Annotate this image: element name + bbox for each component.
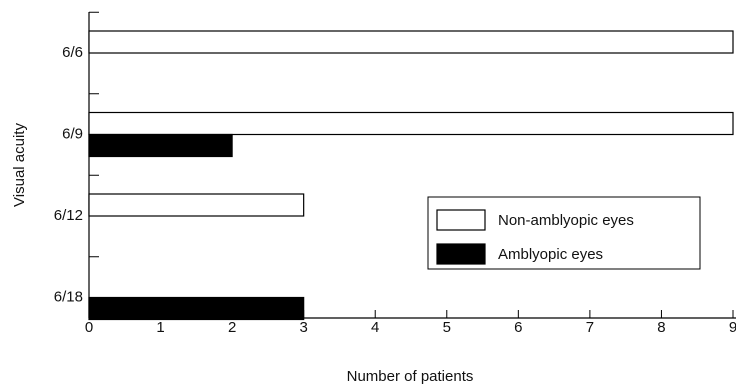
bar [88,296,305,321]
x-tick-label: 1 [156,319,164,336]
y-tick-label: 6/12 [54,207,83,224]
bar [88,193,305,217]
x-tick-label: 2 [228,319,236,336]
x-tick-label: 3 [299,319,307,336]
y-tick-label: 6/18 [54,288,83,305]
legend-label: Amblyopic eyes [498,246,603,263]
y-tick-label: 6/6 [62,44,83,61]
x-axis-label: Number of patients [347,368,474,385]
y-tick-label: 6/9 [62,125,83,142]
x-tick-label: 8 [657,319,665,336]
bar [88,133,233,158]
legend-swatch [436,209,486,231]
bar [88,30,734,54]
x-tick-label: 5 [443,319,451,336]
x-tick-label: 7 [586,319,594,336]
x-tick-label: 6 [514,319,522,336]
x-tick-label: 4 [371,319,379,336]
bar [88,111,734,136]
x-tick-label: 9 [729,319,736,336]
y-axis-label: Visual acuity [11,123,28,207]
legend-label: Non-amblyopic eyes [498,212,634,229]
legend-swatch [436,243,486,265]
x-tick-label: 0 [85,319,93,336]
